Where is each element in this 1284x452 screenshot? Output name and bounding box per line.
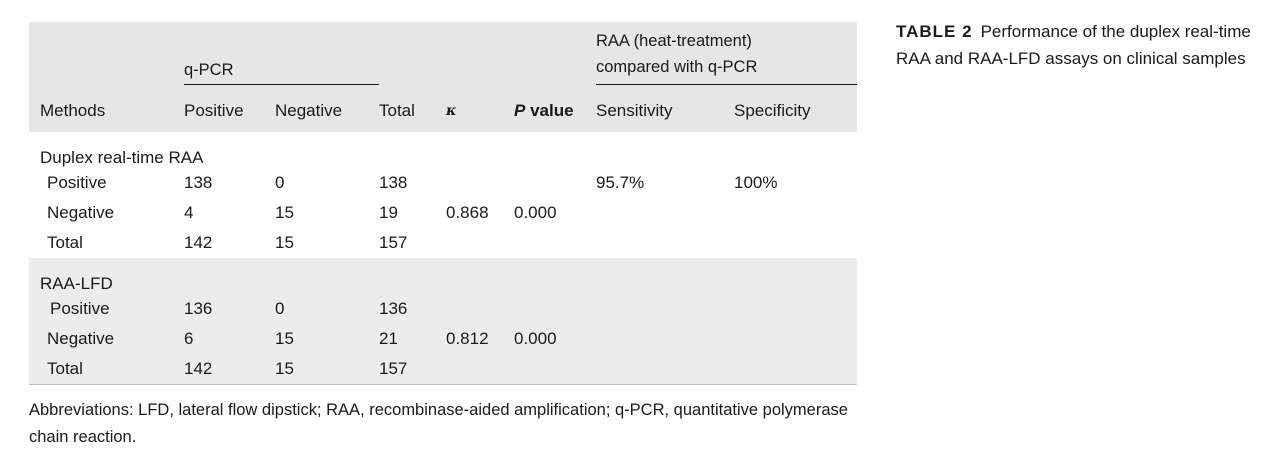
col-header-sensitivity: Sensitivity: [596, 90, 734, 132]
raa-group-line2: compared with q-PCR: [596, 58, 758, 76]
cell-specificity: [734, 354, 857, 384]
row-method: Negative: [29, 324, 184, 354]
raa-group-line1: RAA (heat-treatment): [596, 32, 752, 50]
header-group-row: q-PCR RAA (heat-treatment) compared with…: [29, 22, 857, 90]
qpcr-group-header: q-PCR: [184, 22, 379, 90]
table-row: Total 142 15 157: [29, 354, 857, 384]
cell-sensitivity: [596, 354, 734, 384]
cell-total: 21: [379, 324, 446, 354]
col-header-p-value: P value: [514, 90, 596, 132]
cell-specificity: [734, 324, 857, 354]
table-row: Negative 6 15 21 0.812 0.000: [29, 324, 857, 354]
caption-text: Performance of the duplex real-time RAA …: [896, 22, 1251, 68]
col-header-positive: Positive: [184, 90, 275, 132]
col-header-total: Total: [379, 90, 446, 132]
raa-group-header: RAA (heat-treatment) compared with q-PCR: [596, 22, 857, 90]
cell-sensitivity: 95.7%: [596, 168, 734, 198]
row-method: Total: [29, 228, 184, 258]
cell-total: 138: [379, 168, 446, 198]
header-column-row: Methods Positive Negative Total κ P valu…: [29, 90, 857, 132]
row-method: Total: [29, 354, 184, 384]
cell-sensitivity: [596, 198, 734, 228]
cell-total: 19: [379, 198, 446, 228]
cell-kappa: [446, 168, 514, 198]
cell-sensitivity: [596, 324, 734, 354]
cell-sensitivity: [596, 228, 734, 258]
cell-p: [514, 168, 596, 198]
cell-negative: 0: [275, 294, 379, 324]
cell-total: 157: [379, 354, 446, 384]
cell-positive: 6: [184, 324, 275, 354]
cell-positive: 4: [184, 198, 275, 228]
cell-negative: 15: [275, 354, 379, 384]
cell-positive: 136: [184, 294, 275, 324]
section-label-row: Duplex real-time RAA: [29, 132, 857, 168]
cell-sensitivity: [596, 294, 734, 324]
section-label: RAA-LFD: [29, 258, 857, 294]
table-row: Positive 138 0 138 95.7% 100%: [29, 168, 857, 198]
cell-p: [514, 294, 596, 324]
row-method: Positive: [29, 294, 184, 324]
cell-kappa: [446, 354, 514, 384]
cell-negative: 15: [275, 198, 379, 228]
cell-specificity: [734, 294, 857, 324]
abbreviations-footnote: Abbreviations: LFD, lateral flow dipstic…: [29, 401, 848, 446]
cell-total: 157: [379, 228, 446, 258]
caption-label: TABLE 2: [896, 22, 973, 41]
cell-kappa: 0.868: [446, 198, 514, 228]
cell-specificity: [734, 198, 857, 228]
cell-negative: 0: [275, 168, 379, 198]
cell-p: 0.000: [514, 198, 596, 228]
row-method: Positive: [29, 168, 184, 198]
cell-specificity: [734, 228, 857, 258]
table-row: Negative 4 15 19 0.868 0.000: [29, 198, 857, 228]
cell-p: 0.000: [514, 324, 596, 354]
table-row: Positive 136 0 136: [29, 294, 857, 324]
section-label: Duplex real-time RAA: [29, 132, 857, 168]
section-label-row: RAA-LFD: [29, 258, 857, 294]
results-table: q-PCR RAA (heat-treatment) compared with…: [29, 22, 857, 384]
cell-positive: 142: [184, 354, 275, 384]
cell-p: [514, 354, 596, 384]
table-row: Total 142 15 157: [29, 228, 857, 258]
cell-total: 136: [379, 294, 446, 324]
table-caption: TABLE 2 Performance of the duplex real-ti…: [896, 18, 1256, 72]
cell-negative: 15: [275, 228, 379, 258]
cell-kappa: 0.812: [446, 324, 514, 354]
results-table-container: q-PCR RAA (heat-treatment) compared with…: [29, 22, 857, 385]
cell-specificity: 100%: [734, 168, 857, 198]
cell-kappa: [446, 294, 514, 324]
col-header-methods: Methods: [29, 90, 184, 132]
cell-positive: 138: [184, 168, 275, 198]
cell-kappa: [446, 228, 514, 258]
table-bottom-rule: [29, 384, 857, 385]
cell-p: [514, 228, 596, 258]
col-header-kappa: κ: [446, 90, 514, 132]
row-method: Negative: [29, 198, 184, 228]
cell-negative: 15: [275, 324, 379, 354]
cell-positive: 142: [184, 228, 275, 258]
col-header-specificity: Specificity: [734, 90, 857, 132]
col-header-negative: Negative: [275, 90, 379, 132]
